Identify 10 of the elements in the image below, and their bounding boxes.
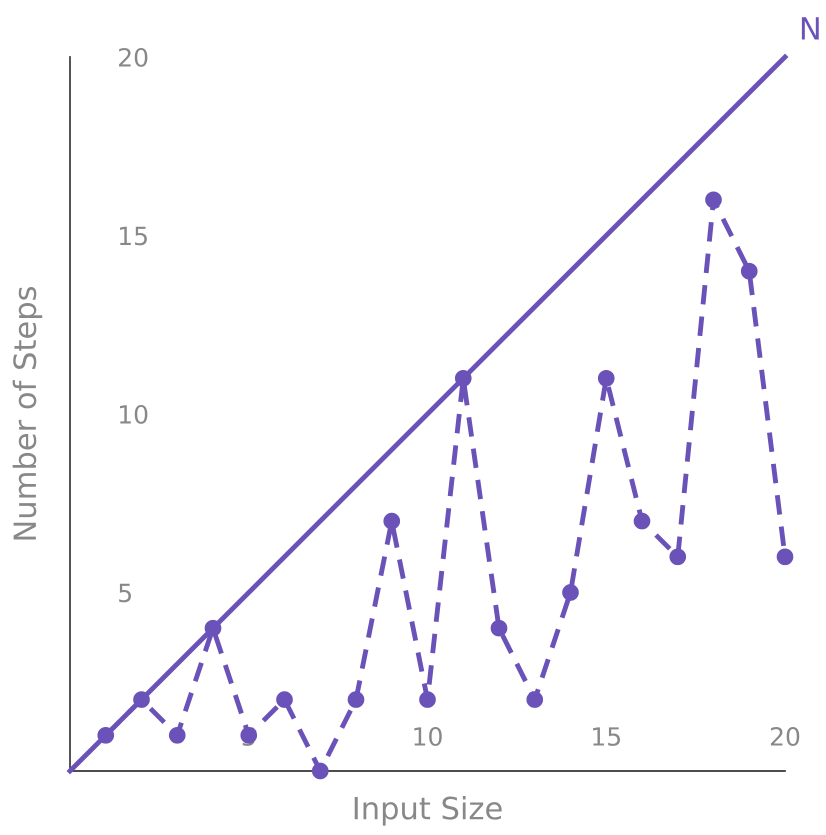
x-tick-label: 15 [593, 727, 620, 746]
y-axis-title: Number of Steps [12, 286, 42, 540]
y-tick-label: 15 [120, 226, 147, 246]
y-tick-label: 5 [119, 584, 131, 602]
x-tick-label: 10 [414, 726, 442, 746]
series-label: N [802, 17, 819, 40]
y-tick-label: 10 [120, 404, 148, 424]
x-axis-title: Input Size [354, 796, 502, 826]
x-tick-label: 20 [770, 726, 800, 746]
y-tick-label: 20 [119, 48, 148, 67]
